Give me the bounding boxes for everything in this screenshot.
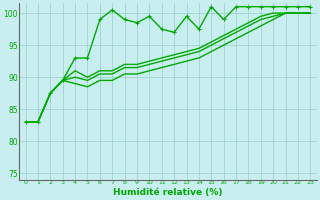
X-axis label: Humidité relative (%): Humidité relative (%) xyxy=(113,188,223,197)
